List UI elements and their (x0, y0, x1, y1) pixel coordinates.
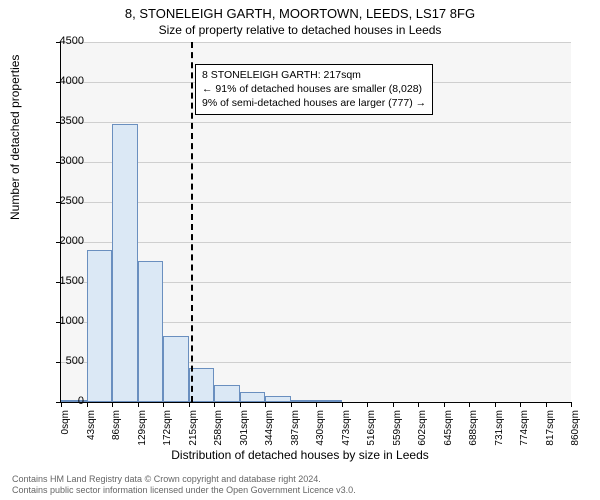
xtick-mark (291, 402, 292, 407)
xtick-mark (571, 402, 572, 407)
xtick-label: 688sqm (468, 410, 479, 470)
xtick-mark (495, 402, 496, 407)
chart-title-2: Size of property relative to detached ho… (0, 21, 600, 37)
xtick-mark (87, 402, 88, 407)
gridline (61, 122, 571, 123)
xtick-label: 86sqm (111, 410, 122, 470)
xtick-label: 172sqm (162, 410, 173, 470)
xtick-mark (546, 402, 547, 407)
reference-vline (191, 42, 193, 402)
xtick-label: 129sqm (137, 410, 148, 470)
xtick-mark (112, 402, 113, 407)
xtick-label: 559sqm (392, 410, 403, 470)
xtick-mark (163, 402, 164, 407)
histogram-bar (316, 400, 342, 402)
xtick-label: 387sqm (290, 410, 301, 470)
ytick-label: 4500 (44, 35, 84, 47)
annotation-line: 9% of semi-detached houses are larger (7… (202, 96, 426, 110)
histogram-bar (291, 400, 317, 402)
ytick-label: 1000 (44, 315, 84, 327)
xtick-mark (240, 402, 241, 407)
xtick-mark (189, 402, 190, 407)
plot-region: 8 STONELEIGH GARTH: 217sqm← 91% of detac… (60, 42, 571, 403)
xtick-mark (138, 402, 139, 407)
xtick-label: 344sqm (264, 410, 275, 470)
gridline (61, 162, 571, 163)
xtick-mark (520, 402, 521, 407)
xtick-label: 0sqm (60, 410, 71, 470)
xtick-mark (393, 402, 394, 407)
histogram-bar (87, 250, 113, 402)
annotation-line: 8 STONELEIGH GARTH: 217sqm (202, 68, 426, 82)
xtick-mark (469, 402, 470, 407)
histogram-bar (240, 392, 266, 402)
y-axis-label: Number of detached properties (8, 55, 22, 220)
xtick-mark (214, 402, 215, 407)
xtick-label: 860sqm (570, 410, 581, 470)
annotation-box: 8 STONELEIGH GARTH: 217sqm← 91% of detac… (195, 64, 433, 115)
xtick-mark (444, 402, 445, 407)
gridline (61, 242, 571, 243)
xtick-mark (265, 402, 266, 407)
xtick-label: 258sqm (213, 410, 224, 470)
xtick-mark (342, 402, 343, 407)
chart-area: 8 STONELEIGH GARTH: 217sqm← 91% of detac… (60, 42, 570, 402)
ytick-label: 1500 (44, 275, 84, 287)
xtick-mark (418, 402, 419, 407)
histogram-bar (265, 396, 291, 402)
attribution-line-1: Contains HM Land Registry data © Crown c… (12, 474, 356, 485)
histogram-bar (163, 336, 189, 402)
ytick-label: 2500 (44, 195, 84, 207)
histogram-bar (112, 124, 138, 402)
attribution-line-2: Contains public sector information licen… (12, 485, 356, 496)
xtick-label: 817sqm (545, 410, 556, 470)
ytick-label: 3000 (44, 155, 84, 167)
xtick-label: 43sqm (86, 410, 97, 470)
gridline (61, 202, 571, 203)
annotation-line: ← 91% of detached houses are smaller (8,… (202, 82, 426, 96)
xtick-label: 301sqm (239, 410, 250, 470)
xtick-mark (367, 402, 368, 407)
xtick-label: 473sqm (341, 410, 352, 470)
chart-title-1: 8, STONELEIGH GARTH, MOORTOWN, LEEDS, LS… (0, 0, 600, 21)
ytick-label: 4000 (44, 75, 84, 87)
gridline (61, 42, 571, 43)
ytick-label: 0 (44, 395, 84, 407)
xtick-label: 774sqm (519, 410, 530, 470)
xtick-label: 430sqm (315, 410, 326, 470)
ytick-label: 3500 (44, 115, 84, 127)
attribution-text: Contains HM Land Registry data © Crown c… (12, 474, 356, 497)
xtick-label: 516sqm (366, 410, 377, 470)
ytick-label: 2000 (44, 235, 84, 247)
histogram-bar (214, 385, 240, 402)
xtick-mark (316, 402, 317, 407)
histogram-bar (138, 261, 164, 402)
xtick-label: 602sqm (417, 410, 428, 470)
xtick-label: 645sqm (443, 410, 454, 470)
xtick-label: 215sqm (188, 410, 199, 470)
xtick-label: 731sqm (494, 410, 505, 470)
ytick-label: 500 (44, 355, 84, 367)
